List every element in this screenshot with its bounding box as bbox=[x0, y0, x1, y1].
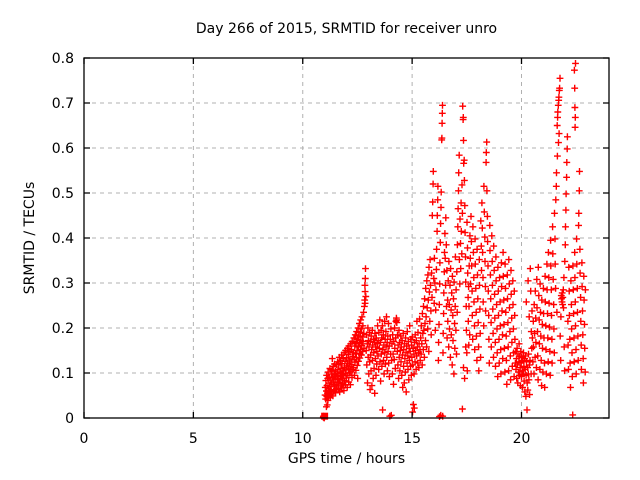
grid-lines bbox=[84, 58, 609, 418]
y-tick-label: 0.7 bbox=[52, 96, 74, 112]
y-tick-label: 0.2 bbox=[52, 321, 74, 337]
x-tick-label: 10 bbox=[294, 431, 312, 447]
y-tick-label: 0.6 bbox=[52, 141, 74, 157]
y-tick-label: 0 bbox=[65, 411, 74, 427]
x-tick-label: 5 bbox=[189, 431, 198, 447]
y-tick-label: 0.1 bbox=[52, 366, 74, 382]
tick-marks bbox=[83, 57, 609, 419]
x-tick-label: 0 bbox=[80, 431, 89, 447]
square-marker bbox=[321, 412, 329, 420]
y-tick-label: 0.4 bbox=[52, 231, 74, 247]
x-tick-label: 15 bbox=[403, 431, 421, 447]
y-tick-label: 0.3 bbox=[52, 276, 74, 292]
x-tick-label: 20 bbox=[513, 431, 531, 447]
y-axis-label: SRMTID / TECUs bbox=[22, 181, 38, 295]
y-tick-label: 0.8 bbox=[52, 51, 74, 67]
chart-title: Day 266 of 2015, SRMTID for receiver unr… bbox=[195, 21, 498, 37]
x-axis-label: GPS time / hours bbox=[287, 451, 406, 467]
scatter-points bbox=[319, 60, 589, 422]
y-tick-label: 0.5 bbox=[52, 186, 74, 202]
